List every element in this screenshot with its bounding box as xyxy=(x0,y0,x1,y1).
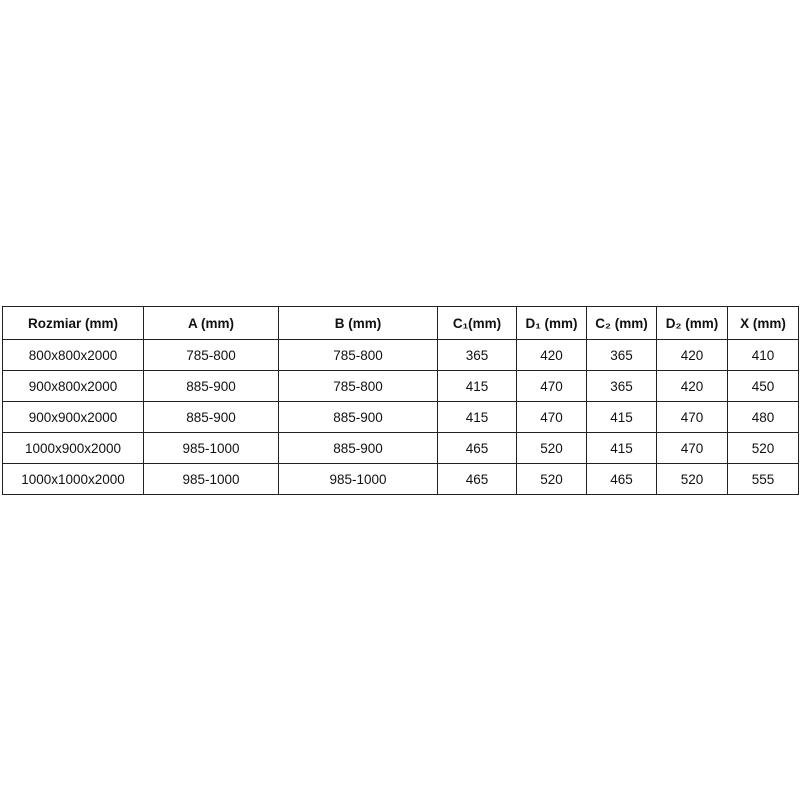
table-cell: 885-900 xyxy=(278,401,438,433)
table-cell: 420 xyxy=(516,339,587,371)
table-cell: 415 xyxy=(586,432,657,464)
table-cell: 885-900 xyxy=(278,432,438,464)
column-header: B (mm) xyxy=(278,306,438,340)
table-row: 1000x900x2000 985-1000 885-900 465 520 415 470… xyxy=(2,432,799,464)
column-header: C₁(mm) xyxy=(437,306,517,340)
table-row: 900x900x2000 885-900 885-900 415 470 415 470 48… xyxy=(2,401,799,433)
table-cell: 420 xyxy=(656,370,728,402)
table-cell: 985-1000 xyxy=(278,463,438,495)
table-cell: 885-900 xyxy=(143,370,279,402)
table-cell: 420 xyxy=(656,339,728,371)
column-header: A (mm) xyxy=(143,306,279,340)
table-cell: 520 xyxy=(656,463,728,495)
table-cell: 885-900 xyxy=(143,401,279,433)
table-cell: 900x800x2000 xyxy=(2,370,144,402)
table-cell: 785-800 xyxy=(278,339,438,371)
column-header: D₁ (mm) xyxy=(516,306,587,340)
table-cell: 985-1000 xyxy=(143,432,279,464)
table-cell: 415 xyxy=(586,401,657,433)
table-cell: 470 xyxy=(656,401,728,433)
table-cell: 465 xyxy=(437,463,517,495)
table-row: 800x800x2000 785-800 785-800 365 420 365 420 41… xyxy=(2,339,799,371)
table-cell: 415 xyxy=(437,370,517,402)
column-header: C₂ (mm) xyxy=(586,306,657,340)
table-cell: 365 xyxy=(586,339,657,371)
column-header: Rozmiar (mm) xyxy=(2,306,144,340)
table-cell: 465 xyxy=(586,463,657,495)
table-cell: 985-1000 xyxy=(143,463,279,495)
table-cell: 1000x900x2000 xyxy=(2,432,144,464)
table-cell: 520 xyxy=(516,463,587,495)
table-cell: 520 xyxy=(516,432,587,464)
table-cell: 450 xyxy=(727,370,799,402)
table-cell: 800x800x2000 xyxy=(2,339,144,371)
table-cell: 365 xyxy=(586,370,657,402)
table-cell: 555 xyxy=(727,463,799,495)
table-cell: 470 xyxy=(516,401,587,433)
table-cell: 470 xyxy=(656,432,728,464)
header-row: Rozmiar (mm) A (mm) B (mm) C₁(mm) D₁ (mm) C₂ … xyxy=(2,306,799,340)
table-cell: 520 xyxy=(727,432,799,464)
table-row: 900x800x2000 885-900 785-800 415 470 365 420 45… xyxy=(2,370,799,402)
table-cell: 415 xyxy=(437,401,517,433)
column-header: D₂ (mm) xyxy=(656,306,728,340)
table-cell: 410 xyxy=(727,339,799,371)
size-table: Rozmiar (mm) A (mm) B (mm) C₁(mm) D₁ (mm) C₂ … xyxy=(2,306,799,495)
table-cell: 785-800 xyxy=(278,370,438,402)
table-row: 1000x1000x2000 985-1000 985-1000 465 520 465 5… xyxy=(2,463,799,495)
table-cell: 785-800 xyxy=(143,339,279,371)
table-cell: 480 xyxy=(727,401,799,433)
table-cell: 900x900x2000 xyxy=(2,401,144,433)
table-cell: 465 xyxy=(437,432,517,464)
table-cell: 365 xyxy=(437,339,517,371)
table-cell: 1000x1000x2000 xyxy=(2,463,144,495)
table-cell: 470 xyxy=(516,370,587,402)
column-header: X (mm) xyxy=(727,306,799,340)
